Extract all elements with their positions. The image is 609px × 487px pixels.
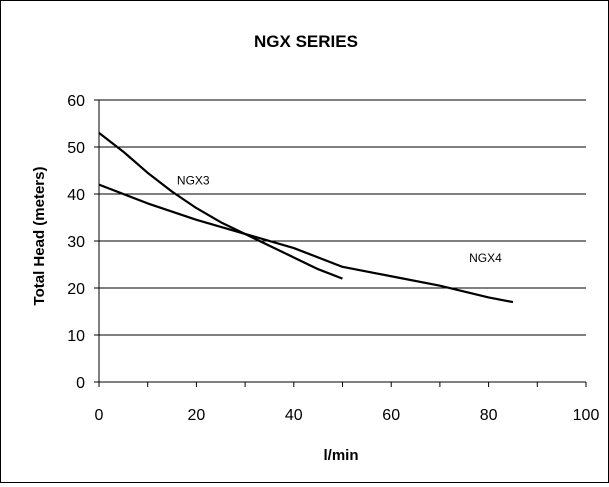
y-axis-title: Total Head (meters) [31,167,48,306]
x-tick-label-60: 60 [382,407,400,424]
x-tick-label-40: 40 [285,407,303,424]
series-line-ngx3 [98,132,343,280]
y-tick-label-30: 30 [67,234,85,251]
y-tick-label-40: 40 [67,187,85,204]
x-axis-title: l/min [323,447,358,464]
y-tick-label-10: 10 [67,328,85,345]
y-tick-label-20: 20 [67,281,85,298]
y-tick-label-50: 50 [67,140,85,157]
x-tick-label-20: 20 [188,407,206,424]
series-line-ngx4 [98,183,514,304]
series-label-ngx3: NGX3 [177,174,210,188]
x-tick-label-100: 100 [573,407,600,424]
tick-labels: 0 10 20 30 40 50 60 0 20 40 60 80 100 [67,93,599,424]
x-tick-label-80: 80 [480,407,498,424]
grid-lines [99,99,586,336]
y-tick-label-60: 60 [67,93,85,110]
series-group: NGX3 NGX4 [98,132,514,304]
chart-title: NGX SERIES [254,32,358,51]
y-tick-label-0: 0 [76,375,85,392]
axes [94,99,587,387]
x-tick-label-0: 0 [95,407,104,424]
series-label-ngx4: NGX4 [469,251,502,265]
